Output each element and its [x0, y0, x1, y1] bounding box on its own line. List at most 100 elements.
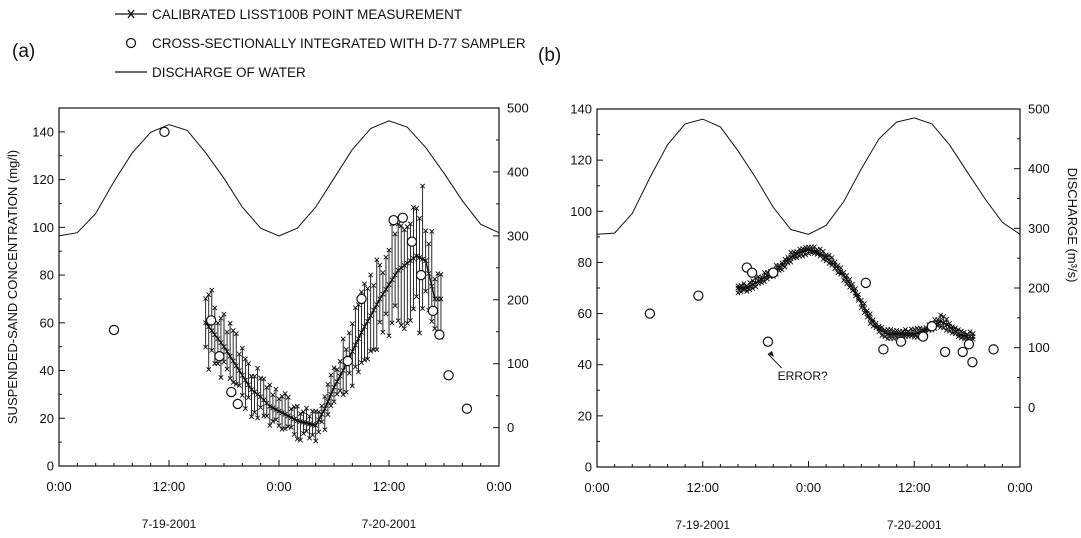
chart-panel-b: 0 20 40 60 80 100 120 140 0 100 200 300 400 500 0:00…	[570, 102, 1080, 533]
d77-sample-point	[963, 339, 975, 350]
lisst-x-marker	[316, 409, 322, 415]
lisst-x-marker	[227, 320, 233, 326]
lisst-x-marker	[328, 403, 334, 409]
lisst-x-marker	[218, 315, 224, 321]
lisst-x-marker	[343, 389, 349, 395]
x-tick-label: 0:00	[796, 480, 821, 495]
lisst-x-marker	[368, 272, 374, 278]
lisst-x-marker	[417, 255, 423, 261]
y2-tick-label: 0	[1028, 400, 1035, 415]
d77-sample-point	[388, 214, 399, 226]
lisst-x-marker	[319, 419, 325, 425]
lisst-x-marker	[753, 280, 759, 286]
lisst-x-marker	[750, 282, 756, 288]
lisst-x-marker	[362, 324, 368, 330]
lisst-x-marker	[230, 379, 236, 385]
lisst-x-marker	[410, 306, 416, 312]
lisst-x-marker	[395, 267, 401, 273]
lisst-x-marker	[395, 318, 401, 324]
x-tick-label: 12:00	[686, 480, 719, 495]
y-tick-label: 20	[578, 408, 592, 423]
lisst-x-marker	[346, 330, 352, 336]
lisst-x-marker	[267, 422, 273, 429]
lisst-x-marker	[938, 324, 944, 330]
lisst-x-marker	[741, 281, 747, 287]
lisst-x-marker	[337, 388, 343, 394]
lisst-x-marker	[800, 253, 806, 259]
y2-tick-label: 0	[507, 420, 514, 435]
lisst-x-marker	[252, 373, 258, 379]
d77-sample-point	[342, 355, 353, 367]
d77-sample-point	[878, 344, 889, 355]
lisst-x-marker	[358, 329, 365, 335]
lisst-x-marker	[368, 313, 374, 319]
y-tick-label: 80	[578, 255, 592, 270]
lisst-x-marker	[239, 392, 245, 398]
y2-tick-label: 400	[1028, 161, 1050, 176]
lisst-x-marker	[334, 367, 340, 373]
d77-sample-point	[205, 315, 217, 326]
lisst-x-marker	[377, 296, 383, 302]
lisst-x-marker	[212, 305, 218, 311]
lisst-x-marker	[328, 372, 334, 378]
lisst-x-marker	[938, 318, 944, 324]
lisst-x-marker	[852, 286, 859, 292]
lisst-x-marker	[218, 340, 224, 346]
lisst-x-marker	[255, 391, 261, 397]
lisst-x-marker	[383, 254, 389, 260]
lisst-x-marker	[782, 264, 788, 270]
lisst-x-marker	[288, 406, 294, 412]
lisst-x-marker	[242, 405, 248, 411]
lisst-x-marker	[365, 318, 371, 324]
lisst-x-marker	[949, 330, 955, 336]
lisst-x-marker	[398, 223, 404, 229]
y2-tick-label: 300	[1028, 221, 1050, 236]
y-tick-label: 20	[40, 411, 54, 426]
lisst-x-marker	[343, 346, 349, 352]
lisst-x-marker	[426, 241, 432, 247]
lisst-x-marker	[852, 290, 859, 296]
lisst-x-marker	[349, 348, 355, 354]
y2-tick-label: 500	[507, 101, 529, 116]
lisst-x-marker	[242, 377, 248, 383]
lisst-x-marker	[307, 421, 313, 427]
legend-label-discharge: DISCHARGE OF WATER	[152, 65, 306, 80]
lisst-x-marker	[970, 334, 976, 340]
lisst-x-marker	[297, 411, 303, 417]
lisst-x-marker	[371, 282, 377, 288]
d77-sample-point	[768, 267, 779, 278]
lisst-x-marker	[303, 420, 310, 426]
lisst-x-marker	[215, 320, 221, 326]
lisst-x-marker	[908, 333, 914, 339]
chart-panel-a: 0 20 40 60 80 100 120 140 0 100 200 300 400 500 0:00…	[5, 101, 529, 532]
lisst-x-marker	[233, 363, 239, 369]
lisst-x-marker	[233, 381, 239, 387]
lisst-x-marker	[337, 358, 343, 364]
lisst-x-marker	[227, 353, 233, 359]
x-tick-label: 0:00	[486, 479, 511, 494]
discharge-line	[596, 117, 1021, 235]
x-tick-label: 0:00	[584, 480, 609, 495]
panel-label-a: (a)	[12, 41, 35, 62]
legend-label-d77: CROSS-SECTIONALLY INTEGRATED WITH D-77 S…	[152, 36, 526, 51]
lisst-x-marker	[300, 430, 306, 437]
x-marker-icon	[127, 9, 135, 19]
d77-sample-point	[762, 336, 774, 347]
lisst-x-marker	[750, 286, 756, 292]
y-tick-label: 120	[32, 172, 54, 187]
lisst-x-marker	[758, 276, 765, 282]
lisst-x-marker	[340, 336, 346, 342]
y2-tick-label: 200	[1028, 281, 1050, 296]
x-tick-label: 0:00	[266, 479, 291, 494]
lisst-x-marker	[307, 413, 313, 419]
lisst-mean-line	[205, 255, 436, 427]
lisst-x-marker	[867, 311, 873, 317]
lisst-x-marker	[297, 437, 303, 443]
lisst-x-marker	[401, 326, 407, 332]
lisst-x-marker	[270, 405, 276, 411]
d77-sample-point	[214, 351, 225, 362]
lisst-x-marker	[401, 263, 407, 269]
lisst-x-marker	[413, 205, 420, 211]
lisst-x-marker	[288, 424, 294, 430]
